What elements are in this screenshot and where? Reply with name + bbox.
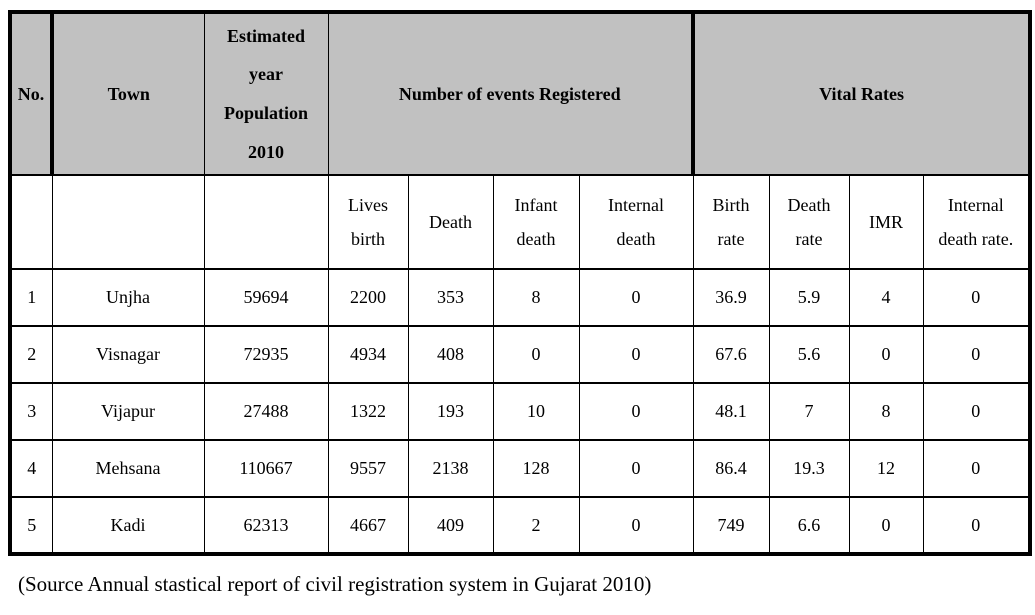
empty-header-cell [203,174,329,270]
cell-lives-birth: 4667 [327,496,409,555]
cell-imr: 4 [848,268,924,327]
subheader-infant-death: Infant death [492,174,580,270]
table-row: 1 Unjha 59694 2200 353 8 0 36.9 5.9 4 0 [9,268,1031,327]
cell-birth-rate: 36.9 [692,268,770,327]
header-town: Town [50,11,205,176]
cell-no: 5 [9,496,53,555]
subheader-lives-birth: Lives birth [327,174,409,270]
cell-internal-death: 0 [578,496,694,555]
cell-death: 2138 [407,439,494,498]
cell-population: 27488 [203,382,329,441]
cell-town: Vijapur [51,382,205,441]
cell-birth-rate: 749 [692,496,770,555]
cell-birth-rate: 67.6 [692,325,770,384]
cell-internal-death: 0 [578,268,694,327]
vital-stats-table: No. Town Estimated year Population 2010 … [8,10,1033,556]
table-row: 4 Mehsana 110667 9557 2138 128 0 86.4 19… [9,439,1031,498]
cell-internal-death-rate: 0 [922,325,1031,384]
subheader-death: Death [407,174,494,270]
cell-population: 59694 [203,268,329,327]
header-population: Estimated year Population 2010 [203,11,329,176]
cell-town: Kadi [51,496,205,555]
cell-death-rate: 5.9 [768,268,850,327]
header-row-sub: Lives birth Death Infant death Internal … [9,174,1031,270]
cell-infant-death: 8 [492,268,580,327]
cell-internal-death-rate: 0 [922,268,1031,327]
subheader-imr: IMR [848,174,924,270]
header-vital-group: Vital Rates [691,11,1031,176]
cell-lives-birth: 9557 [327,439,409,498]
cell-death: 408 [407,325,494,384]
cell-population: 62313 [203,496,329,555]
table-row: 2 Visnagar 72935 4934 408 0 0 67.6 5.6 0… [9,325,1031,384]
cell-internal-death-rate: 0 [922,382,1031,441]
cell-internal-death: 0 [578,439,694,498]
source-note: (Source Annual stastical report of civil… [18,572,652,596]
cell-town: Unjha [51,268,205,327]
cell-internal-death-rate: 0 [922,439,1031,498]
cell-death-rate: 6.6 [768,496,850,555]
cell-internal-death: 0 [578,382,694,441]
table-row: 5 Kadi 62313 4667 409 2 0 749 6.6 0 0 [9,496,1031,555]
cell-death: 193 [407,382,494,441]
cell-birth-rate: 86.4 [692,439,770,498]
cell-death: 409 [407,496,494,555]
cell-imr: 8 [848,382,924,441]
cell-no: 3 [9,382,53,441]
cell-no: 2 [9,325,53,384]
cell-lives-birth: 4934 [327,325,409,384]
header-events-group: Number of events Registered [327,11,694,176]
cell-death-rate: 7 [768,382,850,441]
cell-infant-death: 2 [492,496,580,555]
cell-imr: 0 [848,496,924,555]
cell-death: 353 [407,268,494,327]
cell-infant-death: 10 [492,382,580,441]
cell-lives-birth: 1322 [327,382,409,441]
empty-header-cell [51,174,205,270]
subheader-internal-death-rate: Internal death rate. [922,174,1031,270]
subheader-death-rate: Death rate [768,174,850,270]
cell-death-rate: 19.3 [768,439,850,498]
table-row: 3 Vijapur 27488 1322 193 10 0 48.1 7 8 0 [9,382,1031,441]
subheader-internal-death: Internal death [578,174,694,270]
subheader-birth-rate: Birth rate [692,174,770,270]
cell-no: 4 [9,439,53,498]
cell-infant-death: 128 [492,439,580,498]
cell-population: 72935 [203,325,329,384]
cell-no: 1 [9,268,53,327]
cell-death-rate: 5.6 [768,325,850,384]
cell-population: 110667 [203,439,329,498]
cell-internal-death: 0 [578,325,694,384]
cell-birth-rate: 48.1 [692,382,770,441]
header-row-groups: No. Town Estimated year Population 2010 … [9,11,1031,176]
empty-header-cell [9,174,53,270]
cell-internal-death-rate: 0 [922,496,1031,555]
cell-imr: 12 [848,439,924,498]
header-no: No. [9,11,53,176]
cell-lives-birth: 2200 [327,268,409,327]
cell-town: Mehsana [51,439,205,498]
table-container: No. Town Estimated year Population 2010 … [8,10,1033,596]
cell-town: Visnagar [51,325,205,384]
cell-infant-death: 0 [492,325,580,384]
cell-imr: 0 [848,325,924,384]
